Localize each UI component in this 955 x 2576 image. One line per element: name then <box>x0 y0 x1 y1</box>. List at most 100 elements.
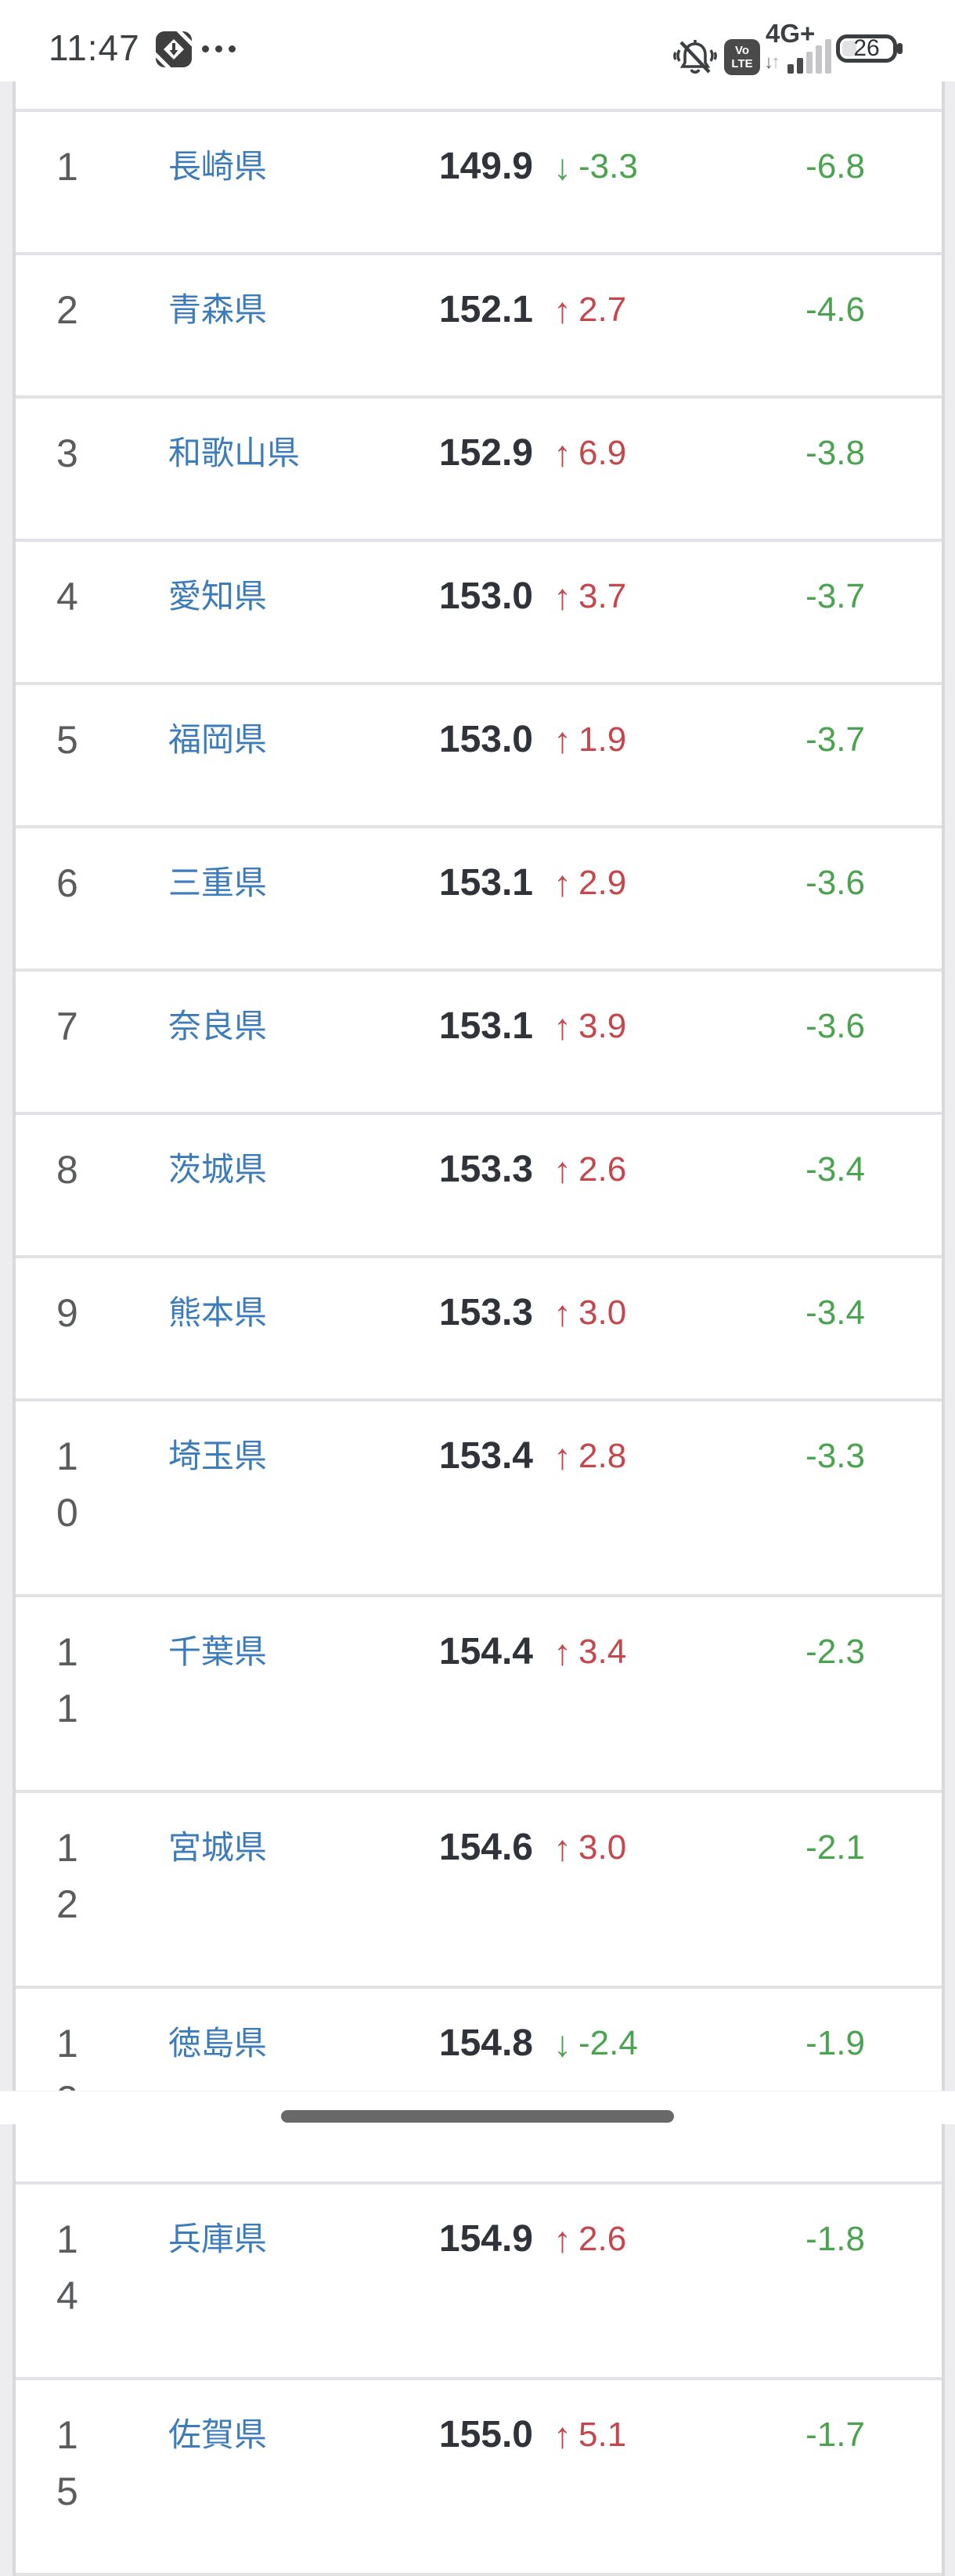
muted-bell-icon <box>673 40 717 74</box>
rank-cell: 11 <box>56 1630 78 1730</box>
prefecture-link[interactable]: 福岡県 <box>168 721 268 758</box>
diff-cell: -4.6 <box>805 290 865 329</box>
diff-cell: -3.8 <box>805 434 865 472</box>
value-cell: 153.1 <box>438 1005 533 1047</box>
up-arrow-icon: ↑ <box>553 1149 571 1190</box>
rank-cell: 9 <box>56 1291 78 1335</box>
value-cell: 153.0 <box>438 575 533 617</box>
change-cell: ↑ 3.7 <box>553 568 726 625</box>
battery-fill <box>842 41 856 56</box>
diff-cell: -2.3 <box>805 1633 865 1671</box>
table-row: 1 長崎県 149.9 ↓ -3.3 -6.8 <box>16 112 942 255</box>
prefecture-link[interactable]: 茨城県 <box>168 1151 268 1188</box>
battery-indicator: 26 <box>836 34 903 63</box>
change-value: 1.9 <box>578 720 627 759</box>
down-arrow-icon: ↓ <box>553 146 571 187</box>
prefecture-link[interactable]: 奈良県 <box>168 1008 268 1044</box>
prefecture-link[interactable]: 埼玉県 <box>168 1438 268 1474</box>
value-cell: 153.0 <box>438 719 533 760</box>
prefecture-link[interactable]: 宮城県 <box>168 1829 268 1866</box>
clock: 11:47 <box>49 27 140 68</box>
system-navigation-bar <box>0 2091 955 2124</box>
change-cell: ↑ 3.0 <box>553 1820 726 1876</box>
diff-cell: -1.9 <box>805 2024 865 2062</box>
change-cell: ↓ -2.4 <box>553 2015 726 2072</box>
down-arrow-icon: ↓ <box>553 2023 571 2064</box>
signal-strength-icon <box>787 39 831 74</box>
change-value: 2.6 <box>578 2220 627 2258</box>
partial-row-above <box>16 81 942 112</box>
diff-cell: -1.7 <box>805 2415 865 2454</box>
prefecture-link[interactable]: 青森県 <box>168 291 268 328</box>
value-cell: 153.1 <box>438 862 533 904</box>
page-background: 1 長崎県 149.9 ↓ -3.3 -6.8 2 青森県 152.1 ↑ 2.… <box>0 81 955 2576</box>
table-row: 4 愛知県 153.0 ↑ 3.7 -3.7 <box>16 542 942 685</box>
diff-cell: -3.6 <box>805 864 865 902</box>
rank-cell: 1 <box>56 145 78 189</box>
table-row: 6 三重県 153.1 ↑ 2.9 -3.6 <box>16 828 942 972</box>
table-row: 5 福岡県 153.0 ↑ 1.9 -3.7 <box>16 685 942 828</box>
diff-cell: -3.4 <box>805 1293 865 1332</box>
rank-cell: 3 <box>56 431 78 475</box>
change-value: 2.9 <box>578 864 627 902</box>
diff-cell: -3.4 <box>805 1150 865 1189</box>
up-arrow-icon: ↑ <box>553 433 571 474</box>
diff-cell: -3.7 <box>805 720 865 759</box>
rank-cell: 14 <box>56 2217 78 2318</box>
prefecture-link[interactable]: 千葉県 <box>168 1633 268 1670</box>
value-cell: 153.3 <box>438 1292 533 1333</box>
table-row: 7 奈良県 153.1 ↑ 3.9 -3.6 <box>16 972 942 1115</box>
change-cell: ↑ 5.1 <box>553 2407 726 2463</box>
data-activity-icon: ↓↑ <box>764 52 780 73</box>
up-arrow-icon: ↑ <box>553 576 571 617</box>
change-cell: ↑ 2.9 <box>553 855 726 911</box>
change-cell: ↑ 3.9 <box>553 998 726 1055</box>
diff-cell: -6.8 <box>805 147 865 186</box>
value-cell: 152.1 <box>438 289 533 330</box>
table-row: 11 千葉県 154.4 ↑ 3.4 -2.3 <box>16 1597 942 1793</box>
up-arrow-icon: ↑ <box>553 1293 571 1333</box>
up-arrow-icon: ↑ <box>553 2219 571 2260</box>
battery-terminal <box>897 43 903 54</box>
diff-cell: -1.8 <box>805 2220 865 2258</box>
prefecture-link[interactable]: 和歌山県 <box>168 435 301 471</box>
change-value: 3.9 <box>578 1007 627 1045</box>
up-arrow-icon: ↑ <box>553 1006 571 1047</box>
change-value: 2.8 <box>578 1437 627 1475</box>
diff-cell: -3.3 <box>805 1437 865 1475</box>
prefecture-link[interactable]: 愛知県 <box>168 578 268 615</box>
rank-cell: 2 <box>56 288 78 332</box>
change-value: 3.7 <box>578 577 627 615</box>
diff-cell: -3.6 <box>805 1007 865 1045</box>
up-arrow-icon: ↑ <box>553 1436 571 1477</box>
prefecture-link[interactable]: 熊本県 <box>168 1294 268 1331</box>
prefecture-link[interactable]: 兵庫県 <box>168 2221 268 2257</box>
prefecture-link[interactable]: 佐賀県 <box>168 2416 268 2453</box>
prefecture-link[interactable]: 徳島県 <box>168 2025 268 2062</box>
notification-app-icon <box>156 31 192 67</box>
change-cell: ↑ 3.0 <box>553 1285 726 1341</box>
change-value: 2.7 <box>578 290 627 329</box>
change-cell: ↑ 2.8 <box>553 1428 726 1485</box>
table-row: 10 埼玉県 153.4 ↑ 2.8 -3.3 <box>16 1402 942 1597</box>
rank-cell: 6 <box>56 861 78 905</box>
change-value: 5.1 <box>578 2415 627 2454</box>
prefecture-link[interactable]: 長崎県 <box>168 148 268 185</box>
up-arrow-icon: ↑ <box>553 1827 571 1868</box>
diff-cell: -2.1 <box>805 1828 865 1867</box>
prefecture-link[interactable]: 三重県 <box>168 864 268 901</box>
change-value: 3.0 <box>578 1828 627 1867</box>
table-row: 13 徳島県 154.8 ↓ -2.4 -1.9 <box>16 1989 942 2185</box>
gesture-handle[interactable] <box>281 2110 674 2123</box>
table-row: 9 熊本県 153.3 ↑ 3.0 -3.4 <box>16 1258 942 1402</box>
change-cell: ↓ -3.3 <box>553 139 726 195</box>
rank-cell: 8 <box>56 1148 78 1192</box>
up-arrow-icon: ↑ <box>553 2415 571 2455</box>
value-cell: 149.9 <box>438 146 533 187</box>
table-row: 3 和歌山県 152.9 ↑ 6.9 -3.8 <box>16 399 942 542</box>
change-cell: ↑ 3.4 <box>553 1624 726 1680</box>
up-arrow-icon: ↑ <box>553 1632 571 1672</box>
value-cell: 153.3 <box>438 1149 533 1190</box>
change-cell: ↑ 2.7 <box>553 282 726 338</box>
value-cell: 154.4 <box>438 1631 533 1672</box>
